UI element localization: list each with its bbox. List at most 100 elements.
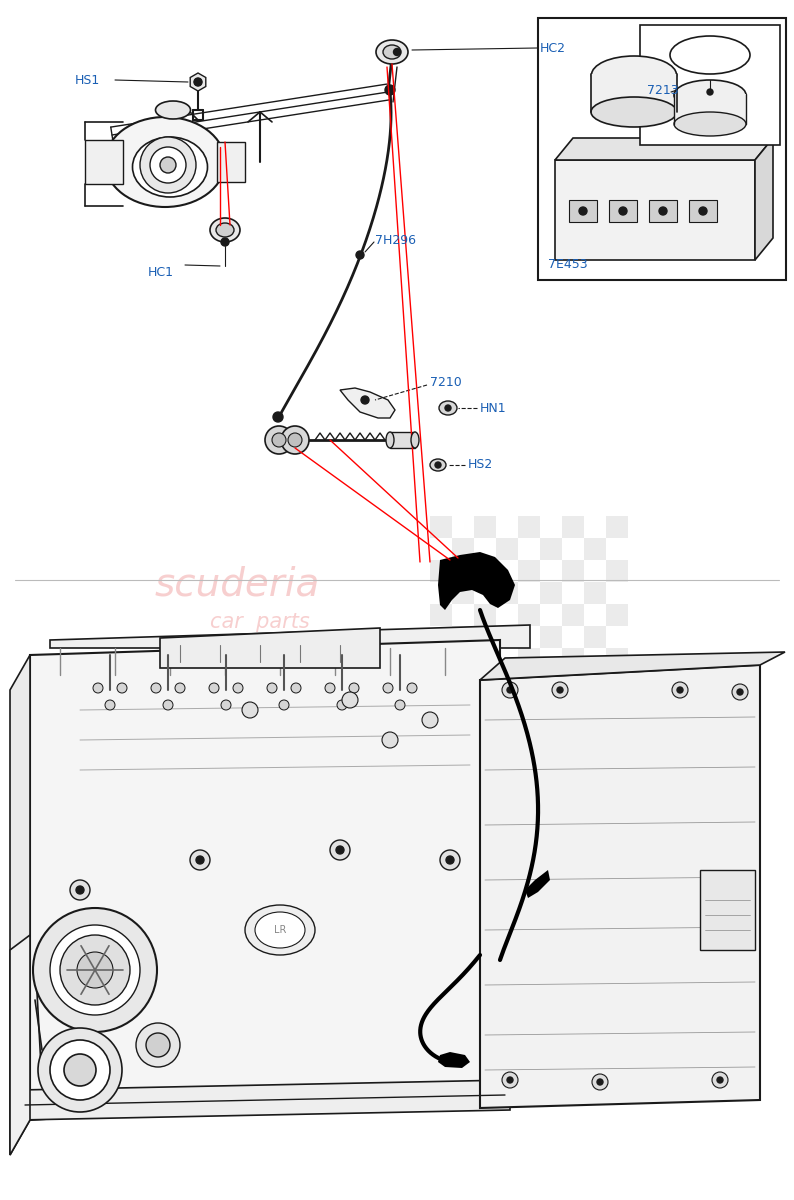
Bar bbox=[591, 74, 677, 112]
Circle shape bbox=[221, 700, 231, 710]
Polygon shape bbox=[10, 655, 30, 1154]
Circle shape bbox=[291, 683, 301, 692]
Circle shape bbox=[70, 880, 90, 900]
Circle shape bbox=[77, 952, 113, 988]
Circle shape bbox=[265, 426, 293, 454]
Circle shape bbox=[50, 925, 140, 1015]
Bar bbox=[584, 626, 606, 648]
Circle shape bbox=[288, 433, 302, 446]
Circle shape bbox=[382, 732, 398, 748]
Bar bbox=[430, 648, 452, 670]
Bar bbox=[518, 604, 540, 626]
Circle shape bbox=[196, 856, 204, 864]
Circle shape bbox=[383, 683, 393, 692]
Polygon shape bbox=[480, 665, 760, 1108]
Bar bbox=[540, 626, 562, 648]
Circle shape bbox=[707, 89, 713, 95]
Circle shape bbox=[195, 78, 202, 85]
Circle shape bbox=[50, 1040, 110, 1100]
Circle shape bbox=[140, 137, 196, 193]
Circle shape bbox=[440, 850, 460, 870]
Bar bbox=[390, 432, 415, 448]
Bar bbox=[496, 582, 518, 604]
Ellipse shape bbox=[255, 912, 305, 948]
Ellipse shape bbox=[674, 80, 746, 110]
Bar bbox=[474, 648, 496, 670]
Circle shape bbox=[659, 206, 667, 215]
Circle shape bbox=[150, 146, 186, 182]
Circle shape bbox=[76, 886, 84, 894]
Bar bbox=[606, 516, 628, 538]
Bar bbox=[609, 200, 637, 222]
Bar bbox=[689, 200, 717, 222]
Circle shape bbox=[190, 850, 210, 870]
Circle shape bbox=[325, 683, 335, 692]
Circle shape bbox=[619, 206, 627, 215]
Text: HC1: HC1 bbox=[148, 265, 174, 278]
Bar bbox=[518, 648, 540, 670]
Polygon shape bbox=[30, 640, 500, 1120]
Polygon shape bbox=[755, 138, 773, 260]
Ellipse shape bbox=[674, 112, 746, 136]
Bar bbox=[452, 626, 474, 648]
Circle shape bbox=[242, 702, 258, 718]
Circle shape bbox=[677, 686, 683, 692]
Ellipse shape bbox=[411, 432, 419, 448]
Circle shape bbox=[394, 48, 400, 55]
Ellipse shape bbox=[670, 36, 750, 74]
Bar bbox=[555, 160, 755, 260]
Circle shape bbox=[267, 683, 277, 692]
Circle shape bbox=[361, 396, 369, 404]
Circle shape bbox=[356, 251, 364, 259]
Circle shape bbox=[507, 686, 513, 692]
Bar bbox=[606, 604, 628, 626]
Polygon shape bbox=[438, 552, 515, 610]
Circle shape bbox=[336, 846, 344, 854]
Polygon shape bbox=[480, 652, 785, 680]
Text: scuderia: scuderia bbox=[155, 566, 320, 604]
Bar bbox=[569, 200, 597, 222]
Circle shape bbox=[273, 412, 283, 422]
Text: HS2: HS2 bbox=[468, 458, 493, 472]
Polygon shape bbox=[555, 138, 773, 160]
Bar bbox=[496, 626, 518, 648]
Circle shape bbox=[407, 683, 417, 692]
Circle shape bbox=[502, 682, 518, 698]
Circle shape bbox=[279, 700, 289, 710]
Bar bbox=[584, 582, 606, 604]
Polygon shape bbox=[191, 73, 206, 91]
Circle shape bbox=[272, 433, 286, 446]
Ellipse shape bbox=[383, 44, 401, 59]
Bar bbox=[584, 538, 606, 560]
Circle shape bbox=[385, 85, 395, 95]
Circle shape bbox=[502, 1072, 518, 1088]
Bar bbox=[518, 516, 540, 538]
Bar bbox=[85, 140, 123, 184]
Text: HC2: HC2 bbox=[540, 42, 566, 54]
Bar bbox=[640, 25, 780, 145]
Bar bbox=[649, 200, 677, 222]
Ellipse shape bbox=[591, 97, 677, 127]
Circle shape bbox=[233, 683, 243, 692]
Text: 7E453: 7E453 bbox=[548, 258, 588, 271]
Circle shape bbox=[163, 700, 173, 710]
Polygon shape bbox=[20, 1080, 510, 1120]
Ellipse shape bbox=[133, 137, 207, 197]
Bar bbox=[452, 582, 474, 604]
Text: 7210: 7210 bbox=[430, 376, 462, 389]
Circle shape bbox=[597, 1079, 603, 1085]
Circle shape bbox=[395, 700, 405, 710]
Bar bbox=[452, 538, 474, 560]
Circle shape bbox=[33, 908, 157, 1032]
Bar bbox=[518, 560, 540, 582]
Circle shape bbox=[64, 1054, 96, 1086]
Circle shape bbox=[592, 1074, 608, 1090]
Ellipse shape bbox=[216, 223, 234, 236]
Polygon shape bbox=[340, 388, 395, 418]
Bar bbox=[540, 582, 562, 604]
Bar bbox=[217, 142, 245, 182]
Ellipse shape bbox=[386, 432, 394, 448]
Circle shape bbox=[60, 935, 130, 1006]
Polygon shape bbox=[10, 935, 30, 1154]
Circle shape bbox=[194, 78, 202, 86]
